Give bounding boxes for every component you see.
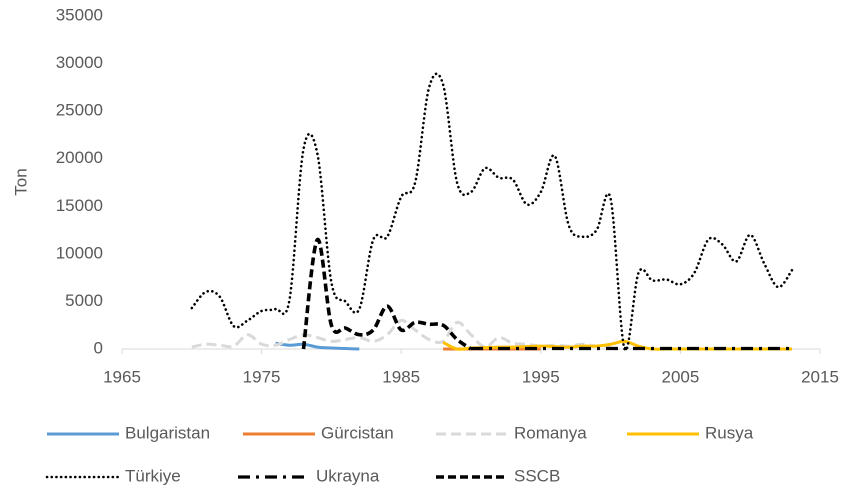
x-tick-label: 1985 — [382, 367, 420, 386]
series-line — [275, 341, 360, 351]
y-tick-label: 5000 — [65, 291, 103, 310]
x-tick-label: 2015 — [801, 367, 839, 386]
y-axis-title: Ton — [11, 168, 30, 195]
y-tick-label: 30000 — [56, 53, 103, 72]
legend-label: SSCB — [514, 466, 560, 485]
x-tick-label: 2005 — [661, 367, 699, 386]
legend-label: Gürcistan — [321, 423, 394, 442]
legend-label: Ukrayna — [316, 466, 380, 485]
y-tick-label: 20000 — [56, 148, 103, 167]
y-tick-label: 35000 — [56, 5, 103, 24]
series-line — [190, 72, 794, 352]
y-tick-label: 25000 — [56, 101, 103, 120]
x-tick-label: 1975 — [243, 367, 281, 386]
legend-label: Romanya — [514, 423, 587, 442]
legend-label: Bulgaristan — [125, 423, 210, 442]
series-line — [191, 318, 611, 349]
legend-label: Rusya — [705, 423, 754, 442]
y-tick-label: 0 — [94, 338, 103, 357]
legend-label: Türkiye — [125, 466, 181, 485]
x-tick-label: 1995 — [522, 367, 560, 386]
y-tick-label: 10000 — [56, 243, 103, 262]
x-tick-label: 1965 — [103, 367, 141, 386]
y-tick-label: 15000 — [56, 196, 103, 215]
series-line — [301, 237, 473, 351]
